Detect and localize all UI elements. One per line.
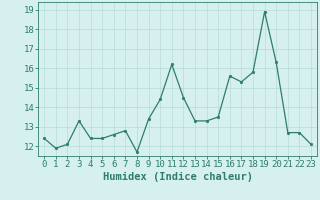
X-axis label: Humidex (Indice chaleur): Humidex (Indice chaleur)	[103, 172, 252, 182]
